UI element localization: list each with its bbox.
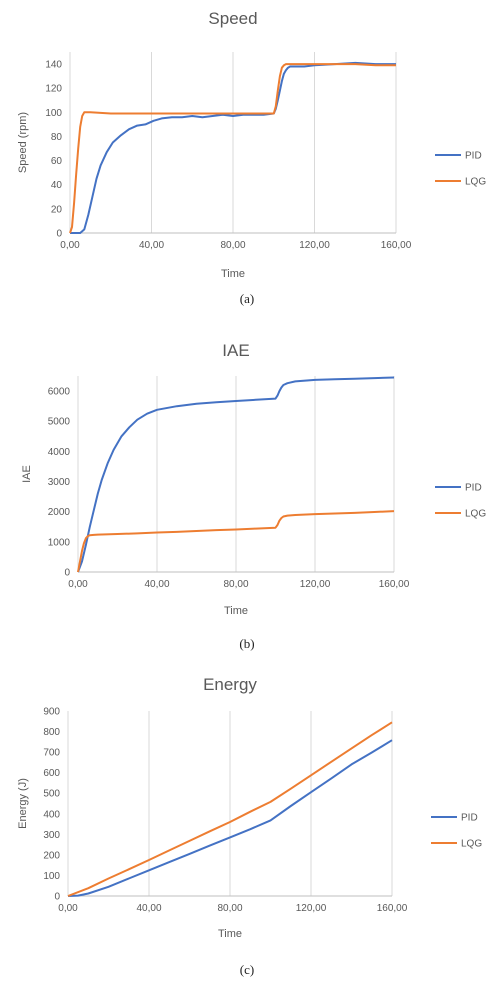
y-tick-label: 700 <box>43 748 60 759</box>
x-tick-label: 120,00 <box>300 579 331 590</box>
y-tick-label: 2000 <box>48 507 71 518</box>
chart-title: Speed <box>208 9 257 28</box>
y-tick-label: 100 <box>43 871 60 882</box>
iae-chart-panel: IAE 0,00 40,00 80,00 120,00 160,00 0 1000 2000 30… <box>0 330 494 650</box>
x-tick-label: 0,00 <box>58 903 78 914</box>
x-tick-label: 160,00 <box>379 579 410 590</box>
legend-label-lqg: LQG <box>465 509 486 520</box>
series-line-lqg <box>77 510 395 573</box>
y-tick-label: 900 <box>43 707 60 718</box>
x-axis-title: Time <box>221 268 245 280</box>
y-tick-label: 600 <box>43 768 60 779</box>
x-tick-label: 120,00 <box>299 240 330 251</box>
chart-title: Energy <box>203 675 257 694</box>
y-tick-label: 0 <box>54 892 60 903</box>
x-tick-label: 0,00 <box>68 579 88 590</box>
y-tick-label: 6000 <box>48 387 71 398</box>
x-tick-label: 80,00 <box>220 240 245 251</box>
caption-c: (c) <box>239 962 255 977</box>
chart-title: IAE <box>222 341 249 360</box>
y-tick-label: 0 <box>64 568 70 579</box>
x-tick-label: 40,00 <box>136 903 161 914</box>
x-axis-title: Time <box>218 928 242 940</box>
y-axis-title: IAE <box>21 465 33 483</box>
x-tick-label: 160,00 <box>381 240 412 251</box>
series-line-pid <box>67 739 393 897</box>
x-tick-label: 0,00 <box>60 240 80 251</box>
speed-chart: Speed 0,00 40,00 80,00 120,00 160,00 0 20 40 60 80… <box>17 9 486 280</box>
x-tick-label: 40,00 <box>139 240 164 251</box>
y-tick-label: 300 <box>43 830 60 841</box>
x-tick-label: 160,00 <box>377 903 408 914</box>
y-tick-label: 120 <box>45 84 62 95</box>
x-tick-label: 40,00 <box>144 579 169 590</box>
series-line-lqg <box>69 63 396 234</box>
series-line-pid <box>70 61 396 234</box>
legend-label-lqg: LQG <box>461 839 482 850</box>
y-tick-label: 60 <box>51 156 63 167</box>
series-line-pid <box>77 376 395 573</box>
y-tick-label: 4000 <box>48 447 71 458</box>
energy-chart: Energy 0,00 40,00 80,00 120,00 160,00 0 100 200 3… <box>17 675 482 940</box>
y-tick-label: 100 <box>45 108 62 119</box>
y-tick-label: 500 <box>43 789 60 800</box>
caption-b: (b) <box>239 636 255 651</box>
legend-label-pid: PID <box>465 151 482 162</box>
y-tick-label: 80 <box>51 132 63 143</box>
legend-label-pid: PID <box>461 813 478 824</box>
y-tick-label: 800 <box>43 727 60 738</box>
legend-label-pid: PID <box>465 483 482 494</box>
iae-chart: IAE 0,00 40,00 80,00 120,00 160,00 0 1000 2000 30… <box>21 341 486 617</box>
y-tick-label: 40 <box>51 180 63 191</box>
y-tick-label: 5000 <box>48 417 71 428</box>
y-tick-label: 400 <box>43 809 60 820</box>
y-axis-title: Speed (rpm) <box>17 112 29 173</box>
series-line-lqg <box>67 721 393 897</box>
y-tick-label: 3000 <box>48 477 71 488</box>
y-tick-label: 0 <box>56 229 62 240</box>
x-axis-title: Time <box>224 605 248 617</box>
x-tick-label: 120,00 <box>296 903 327 914</box>
y-axis-title: Energy (J) <box>17 778 29 829</box>
legend-label-lqg: LQG <box>465 177 486 188</box>
y-tick-label: 20 <box>51 204 63 215</box>
y-tick-label: 200 <box>43 850 60 861</box>
y-tick-label: 1000 <box>48 537 71 548</box>
speed-chart-panel: Speed 0,00 40,00 80,00 120,00 160,00 0 20 40 60 80… <box>0 0 494 292</box>
x-tick-label: 80,00 <box>217 903 242 914</box>
x-tick-label: 80,00 <box>223 579 248 590</box>
caption-a: (a) <box>239 291 255 306</box>
energy-chart-panel: Energy 0,00 40,00 80,00 120,00 160,00 0 100 200 3… <box>0 665 494 955</box>
y-tick-label: 140 <box>45 60 62 71</box>
